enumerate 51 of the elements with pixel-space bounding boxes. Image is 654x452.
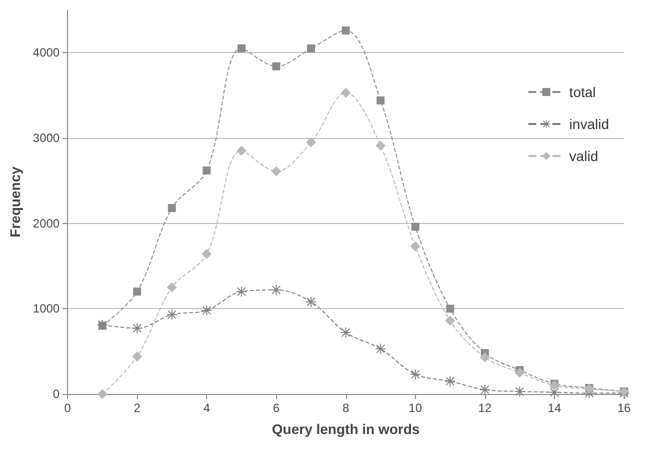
point — [236, 286, 246, 297]
point — [306, 296, 316, 307]
x-tick-label: 16 — [617, 401, 631, 415]
point — [410, 241, 420, 252]
point — [272, 62, 280, 70]
x-axis-title: Query length in words — [272, 421, 420, 437]
point — [97, 389, 108, 399]
legend-label: valid — [569, 148, 598, 164]
x-tick-label: 14 — [548, 401, 562, 415]
point — [132, 323, 142, 334]
x-tick-label: 0 — [64, 401, 72, 415]
point — [342, 26, 350, 34]
point — [376, 96, 385, 104]
legend-label: invalid — [569, 116, 610, 132]
point — [307, 44, 316, 52]
point — [166, 282, 177, 292]
point — [376, 344, 386, 354]
y-tick-label: 3000 — [32, 131, 60, 145]
legend-label: total — [569, 84, 596, 100]
point — [202, 249, 212, 260]
point — [445, 376, 456, 386]
x-tick-label: 2 — [134, 401, 141, 415]
x-tick-label: 10 — [408, 401, 422, 415]
point — [376, 140, 386, 151]
point — [480, 384, 490, 395]
point — [132, 351, 142, 362]
point — [514, 368, 525, 378]
point — [168, 204, 176, 212]
x-tick-label: 6 — [272, 401, 280, 415]
point — [202, 166, 211, 174]
y-axis-title: Frequency — [7, 166, 23, 238]
point — [411, 222, 420, 231]
y-tick-label: 2000 — [32, 216, 60, 230]
y-tick-label: 1000 — [32, 302, 60, 316]
x-tick-label: 4 — [203, 401, 210, 415]
y-tick-label: 4000 — [32, 46, 60, 60]
point — [271, 284, 282, 295]
point — [271, 166, 282, 176]
point — [133, 288, 142, 296]
point — [237, 44, 246, 52]
point — [446, 304, 454, 313]
point — [236, 146, 246, 156]
point — [306, 137, 316, 148]
point — [549, 380, 560, 390]
point — [340, 88, 351, 98]
point — [480, 352, 490, 362]
y-tick-label: 0 — [52, 387, 60, 401]
x-tick-label: 12 — [478, 401, 492, 415]
x-tick-label: 8 — [342, 401, 350, 415]
point — [445, 316, 456, 326]
point — [202, 305, 212, 316]
